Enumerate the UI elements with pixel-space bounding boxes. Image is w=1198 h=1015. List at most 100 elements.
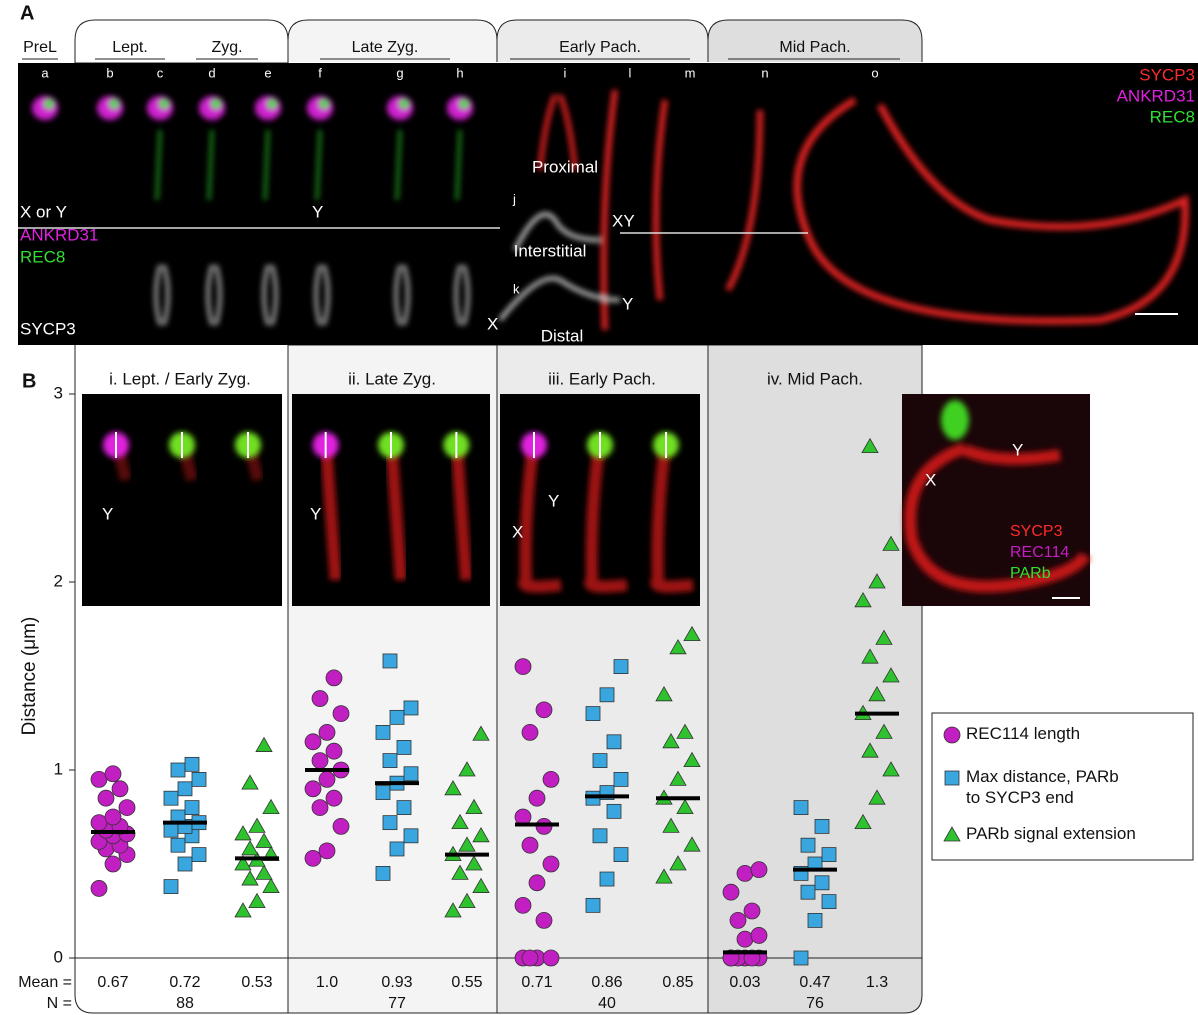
- group-n: 40: [598, 995, 616, 1012]
- image-label: j: [512, 191, 516, 206]
- legend-label: PARb signal extension: [966, 823, 1191, 844]
- point: [600, 688, 614, 702]
- y-tick-label: 0: [54, 947, 63, 966]
- point: [751, 862, 767, 878]
- point: [822, 895, 836, 909]
- mean-label: 0.86: [591, 974, 622, 991]
- point: [515, 897, 531, 913]
- point: [944, 727, 960, 743]
- point: [312, 691, 328, 707]
- point: [305, 850, 321, 866]
- point: [105, 809, 121, 825]
- inset-label: X: [512, 522, 523, 541]
- signal: [941, 400, 969, 440]
- mean-label: 0.03: [729, 974, 760, 991]
- point: [326, 790, 342, 806]
- legend-entry: PARb signal extension: [966, 823, 1191, 867]
- signal: [459, 99, 469, 109]
- point: [383, 754, 397, 768]
- inset-channel: SYCP3: [1010, 523, 1063, 540]
- y-tick-label: 3: [54, 383, 63, 402]
- point: [333, 818, 349, 834]
- inset-channel: PARb: [1010, 565, 1051, 582]
- stage-label: Early Pach.: [559, 39, 641, 56]
- point: [607, 804, 621, 818]
- point: [164, 880, 178, 894]
- point: [91, 815, 107, 831]
- signal: [267, 99, 277, 109]
- stage-label: PreL: [23, 39, 57, 56]
- point: [91, 880, 107, 896]
- point: [376, 866, 390, 880]
- point: [522, 724, 538, 740]
- image-label: Y: [622, 294, 633, 313]
- point: [586, 707, 600, 721]
- channel-label: REC8: [1150, 107, 1195, 126]
- image-label: k: [513, 281, 520, 296]
- mean-label: 0.72: [169, 974, 200, 991]
- group-n: 76: [806, 995, 824, 1012]
- point: [586, 898, 600, 912]
- point: [119, 800, 135, 816]
- point: [333, 706, 349, 722]
- image-label: Y: [312, 202, 323, 221]
- point: [945, 771, 959, 785]
- point: [376, 725, 390, 739]
- point: [305, 734, 321, 750]
- point: [91, 771, 107, 787]
- stage-label: Mid Pach.: [779, 39, 850, 56]
- inset-label: Y: [1012, 440, 1023, 459]
- group-title: iv. Mid Pach.: [767, 369, 863, 388]
- inset-label: Y: [310, 504, 321, 523]
- image-label: ANKRD31: [20, 225, 98, 244]
- image-label: Distal: [541, 326, 584, 345]
- point: [397, 740, 411, 754]
- point: [593, 829, 607, 843]
- lane-letter: c: [157, 65, 164, 80]
- point: [822, 848, 836, 862]
- point: [543, 771, 559, 787]
- signal: [399, 99, 409, 109]
- group-title: i. Lept. / Early Zyg.: [109, 369, 251, 388]
- group-n: 88: [176, 995, 194, 1012]
- y-axis-title: Distance (μm): [19, 617, 40, 736]
- lane-letter: h: [456, 65, 463, 80]
- mean-label: 0.67: [97, 974, 128, 991]
- tab: [75, 20, 288, 62]
- channel-label: SYCP3: [1139, 65, 1195, 84]
- point: [178, 857, 192, 871]
- point: [164, 823, 178, 837]
- point: [815, 819, 829, 833]
- point: [390, 842, 404, 856]
- point: [404, 829, 418, 843]
- point: [390, 710, 404, 724]
- channel-label: ANKRD31: [1117, 86, 1195, 105]
- y-tick-label: 1: [54, 759, 63, 778]
- point: [105, 856, 121, 872]
- point: [404, 701, 418, 715]
- lane-letter: m: [685, 65, 696, 80]
- page: { "panel_a": { "label": "A", "stages": […: [0, 0, 1198, 1015]
- point: [794, 951, 808, 965]
- lane-letter: a: [41, 65, 49, 80]
- mean-label: 0.47: [799, 974, 830, 991]
- lane-letter: f: [318, 65, 322, 80]
- point: [178, 782, 192, 796]
- point: [794, 801, 808, 815]
- inset-label: X: [925, 470, 936, 489]
- panel-label: B: [22, 370, 36, 392]
- point: [383, 816, 397, 830]
- lane-letter: g: [396, 65, 403, 80]
- y-tick-label: 2: [54, 571, 63, 590]
- point: [801, 885, 815, 899]
- signal: [97, 96, 123, 120]
- image-label: XY: [612, 211, 635, 230]
- signal: [211, 99, 221, 109]
- inset-image: [82, 394, 282, 606]
- mean-label: 1.3: [866, 974, 888, 991]
- point: [593, 754, 607, 768]
- point: [536, 702, 552, 718]
- point: [319, 771, 335, 787]
- insets: YYXYYXSYCP3REC114PARb: [82, 394, 1090, 606]
- point: [319, 724, 335, 740]
